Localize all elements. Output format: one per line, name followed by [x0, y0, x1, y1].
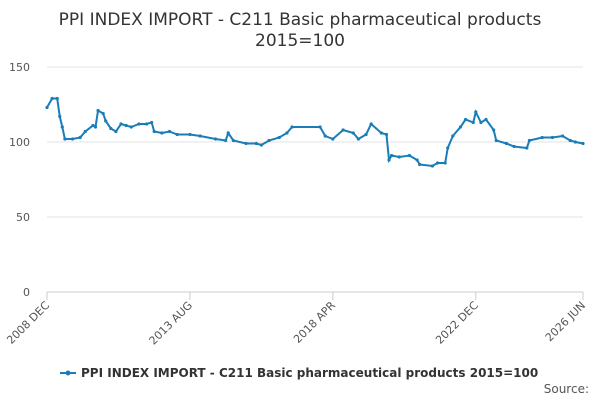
x-tick-label: 2018 APR [291, 299, 338, 346]
point [560, 134, 565, 138]
point [152, 129, 156, 134]
point [63, 137, 67, 141]
point [277, 135, 281, 140]
point [471, 120, 475, 125]
point [144, 122, 149, 126]
point [369, 122, 373, 126]
y-tick-label: 150 [9, 61, 30, 74]
point [568, 138, 572, 143]
point [364, 132, 368, 137]
x-tick-label: 2022 DEC [433, 299, 481, 347]
point [124, 123, 128, 128]
point [331, 137, 335, 141]
x-tick-label: 2013 AUG [147, 299, 196, 348]
point [581, 141, 585, 146]
point [226, 131, 230, 135]
point [356, 137, 360, 141]
point [430, 164, 435, 168]
chart-subtitle: 2015=100 [255, 31, 345, 51]
point [224, 138, 228, 143]
point [58, 114, 62, 119]
point [323, 134, 327, 138]
point [451, 134, 455, 138]
point [379, 131, 383, 135]
point [78, 135, 82, 140]
point [259, 143, 263, 147]
point [384, 132, 389, 137]
point [254, 141, 258, 146]
point [318, 125, 322, 129]
point [443, 161, 447, 165]
point [492, 128, 496, 132]
point [397, 155, 401, 159]
point [198, 134, 202, 138]
point [91, 123, 95, 128]
point [109, 126, 113, 131]
point [435, 161, 440, 165]
point [341, 128, 345, 132]
point [129, 125, 133, 129]
point [387, 158, 391, 162]
point [285, 131, 289, 135]
point [114, 129, 118, 134]
x-tick-label: 2026 JUN [543, 299, 588, 344]
point [290, 125, 294, 129]
point [167, 129, 172, 134]
point [415, 158, 419, 162]
point [389, 153, 394, 158]
point [70, 137, 75, 141]
point [83, 129, 87, 134]
point [458, 125, 463, 129]
point [573, 140, 577, 144]
y-tick-label: 0 [23, 286, 30, 299]
source: Source: [544, 382, 589, 396]
chart-title: PPI INDEX IMPORT - C211 Basic pharmaceut… [59, 10, 542, 30]
point [160, 131, 164, 135]
point [463, 117, 468, 122]
point [504, 141, 509, 146]
point [150, 120, 154, 125]
point [231, 138, 235, 143]
point [407, 153, 412, 158]
point [213, 137, 218, 141]
point [137, 122, 141, 126]
point [479, 120, 483, 125]
point [101, 111, 105, 116]
point [119, 122, 123, 126]
legend-marker [65, 370, 71, 376]
point [45, 105, 49, 110]
point [527, 138, 532, 143]
point [93, 125, 98, 129]
point [267, 138, 271, 143]
point [188, 132, 192, 137]
point [96, 108, 100, 113]
y-tick-label: 100 [9, 136, 30, 149]
point [540, 135, 544, 140]
point [484, 117, 488, 122]
point [512, 144, 516, 149]
point [50, 96, 54, 101]
point [494, 138, 498, 143]
point [525, 146, 529, 150]
x-tick-label: 2008 DEC [4, 299, 52, 347]
point [418, 162, 422, 167]
point [446, 146, 450, 150]
point [244, 141, 248, 146]
point [351, 131, 355, 135]
point [550, 135, 554, 140]
point [175, 132, 179, 137]
point [104, 119, 108, 123]
line [46, 97, 584, 168]
point [474, 110, 478, 114]
legend-label: PPI INDEX IMPORT - C211 Basic pharmaceut… [81, 366, 538, 380]
point [55, 96, 59, 101]
y-tick-label: 50 [16, 211, 30, 224]
point [60, 125, 64, 129]
